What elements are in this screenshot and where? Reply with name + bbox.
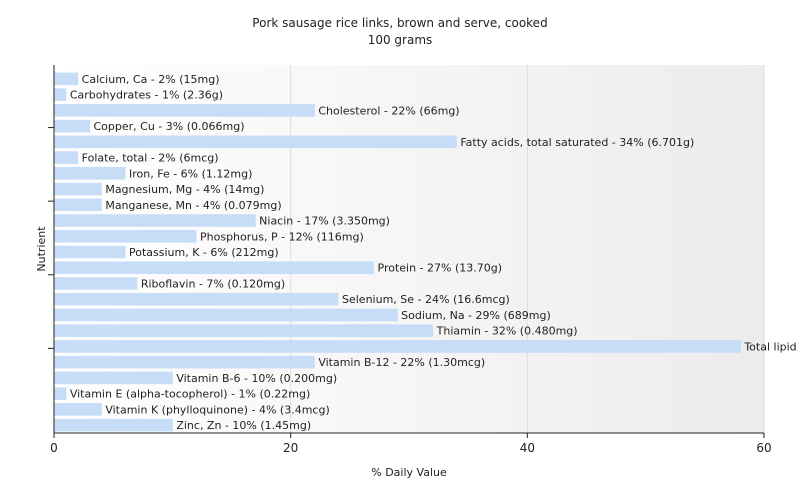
- bar-label: Potassium, K - 6% (212mg): [129, 246, 279, 259]
- x-tick-label: 0: [50, 441, 58, 455]
- x-tick-label: 20: [283, 441, 298, 455]
- bars: Calcium, Ca - 2% (15mg) Carbohydrates - 1…: [54, 72, 800, 432]
- x-axis-label: % Daily Value: [371, 466, 447, 479]
- bar-label: Selenium, Se - 24% (16.6mcg): [342, 293, 510, 306]
- bar: [54, 355, 315, 369]
- bar-label: Vitamin E (alpha-tocopherol) - 1% (0.22m…: [70, 388, 310, 401]
- bar: [54, 340, 741, 353]
- bar: [54, 229, 197, 243]
- bar-label: Riboflavin - 7% (0.120mg): [141, 277, 285, 290]
- bar: [54, 135, 457, 149]
- chart-subtitle: 100 grams: [368, 33, 433, 47]
- chart-title: Pork sausage rice links, brown and serve…: [252, 16, 547, 30]
- bar: [54, 292, 339, 306]
- bar: [54, 214, 256, 227]
- bar: [54, 418, 173, 432]
- bar-label: Iron, Fe - 6% (1.12mg): [129, 167, 252, 180]
- bar: [54, 167, 126, 180]
- bar-label: Protein - 27% (13.70g): [378, 262, 503, 275]
- x-tick-label: 60: [756, 441, 771, 455]
- bar-label: Cholesterol - 22% (66mg): [318, 104, 459, 117]
- bar: [54, 403, 102, 416]
- bar: [54, 245, 126, 259]
- gridlines: [290, 65, 765, 433]
- bar: [54, 371, 173, 385]
- bar-label: Folate, total - 2% (6mcg): [82, 152, 219, 165]
- bar-label: Sodium, Na - 29% (689mg): [401, 309, 551, 322]
- bar: [54, 387, 67, 400]
- bar-label: Zinc, Zn - 10% (1.45mg): [176, 419, 311, 432]
- bar-label: Manganese, Mn - 4% (0.079mg): [105, 199, 281, 212]
- x-tick-label: 40: [520, 441, 535, 455]
- bar-label: Niacin - 17% (3.350mg): [259, 215, 390, 228]
- bar-label: Vitamin B-6 - 10% (0.200mg): [176, 372, 337, 385]
- bar: [54, 104, 315, 117]
- bar-label: Vitamin K (phylloquinone) - 4% (3.4mcg): [105, 403, 329, 416]
- bar: [54, 308, 398, 322]
- bar: [54, 151, 79, 164]
- bar-label: Vitamin B-12 - 22% (1.30mcg): [318, 356, 485, 369]
- bar-label: Magnesium, Mg - 4% (14mg): [105, 183, 264, 196]
- bar-label: Total lipid (fat) - 58% (37.63g): [743, 340, 800, 353]
- bar-label: Fatty acids, total saturated - 34% (6.70…: [460, 136, 694, 149]
- bar: [54, 88, 67, 101]
- y-axis-label: Nutrient: [35, 226, 48, 272]
- bar: [54, 182, 102, 196]
- bar: [54, 277, 138, 290]
- axes: [53, 65, 764, 434]
- bar-label: Phosphorus, P - 12% (116mg): [200, 230, 364, 243]
- ticks: 0 20 40 60: [48, 127, 772, 455]
- bar: [54, 324, 434, 337]
- bar-label: Copper, Cu - 3% (0.066mg): [94, 120, 245, 133]
- bar: [54, 261, 374, 275]
- bar: [54, 72, 79, 86]
- bar-label: Thiamin - 32% (0.480mg): [436, 325, 578, 338]
- bar-label: Calcium, Ca - 2% (15mg): [82, 73, 220, 86]
- bar: [54, 119, 90, 133]
- bar: [54, 198, 102, 212]
- bar-label: Carbohydrates - 1% (2.36g): [70, 89, 223, 102]
